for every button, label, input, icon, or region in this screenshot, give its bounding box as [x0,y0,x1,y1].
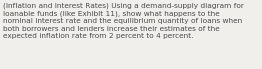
Text: (Inflation and Interest Rates) Using a demand-supply diagram for
loanable funds : (Inflation and Interest Rates) Using a d… [3,2,244,39]
